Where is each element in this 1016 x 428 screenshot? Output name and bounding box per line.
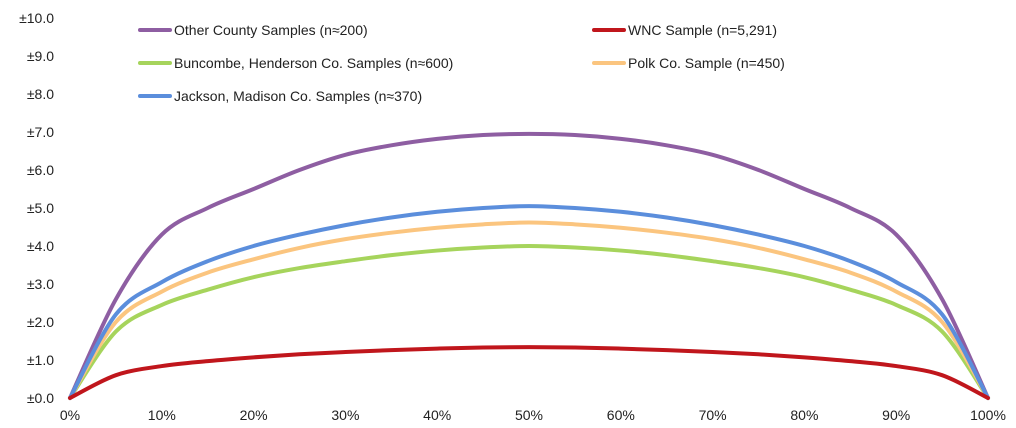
x-tick-label: 80% <box>790 407 818 423</box>
x-tick-label: 50% <box>515 407 543 423</box>
series-line-5 <box>68 204 990 400</box>
y-tick-label: ±3.0 <box>27 276 54 292</box>
legend-label: Polk Co. Sample (n=450) <box>628 55 785 71</box>
y-tick-label: ±0.0 <box>27 390 54 406</box>
x-tick-label: 40% <box>423 407 451 423</box>
y-tick-label: ±10.0 <box>19 10 54 26</box>
x-tick-label: 30% <box>331 407 359 423</box>
x-tick-label: 70% <box>699 407 727 423</box>
y-tick-label: ±2.0 <box>27 314 54 330</box>
x-tick-label: 90% <box>882 407 910 423</box>
y-axis-ticks: ±0.0 ±1.0 ±2.0 ±3.0 ±4.0 ±5.0 ±6.0 ±7.0 ±8.0 ±9.0… <box>19 10 54 406</box>
legend-label: Buncombe, Henderson Co. Samples (n≈600) <box>174 55 453 71</box>
legend: Other County Samples (n≈200) WNC Sample (… <box>138 22 785 104</box>
x-tick-label: 20% <box>240 407 268 423</box>
legend-label: Jackson, Madison Co. Samples (n≈370) <box>174 88 422 104</box>
y-tick-label: ±4.0 <box>27 238 54 254</box>
legend-label: WNC Sample (n=5,291) <box>628 22 777 38</box>
x-tick-label: 100% <box>970 407 1006 423</box>
series-line-4 <box>68 220 990 400</box>
x-tick-label: 0% <box>60 407 80 423</box>
y-tick-label: ±5.0 <box>27 200 54 216</box>
y-tick-label: ±1.0 <box>27 352 54 368</box>
y-tick-label: ±7.0 <box>27 124 54 140</box>
x-tick-label: 60% <box>607 407 635 423</box>
x-tick-label: 10% <box>148 407 176 423</box>
series-lines <box>68 131 990 400</box>
y-tick-label: ±9.0 <box>27 48 54 64</box>
y-tick-label: ±8.0 <box>27 86 54 102</box>
legend-label: Other County Samples (n≈200) <box>174 22 368 38</box>
y-tick-label: ±6.0 <box>27 162 54 178</box>
series-line-2 <box>68 345 990 400</box>
series-line-3 <box>68 244 990 400</box>
x-axis-ticks: 0% 10% 20% 30% 40% 50% 60% 70% 80% 90% 100% <box>60 407 1006 423</box>
series-line-1 <box>68 131 990 400</box>
